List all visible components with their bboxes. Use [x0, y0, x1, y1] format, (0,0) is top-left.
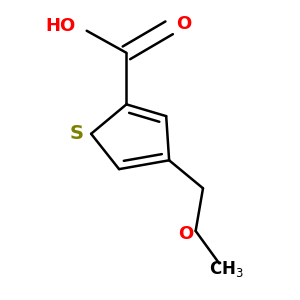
Text: O: O	[178, 225, 193, 243]
Text: S: S	[70, 124, 84, 143]
Text: O: O	[176, 15, 191, 33]
Text: HO: HO	[45, 17, 75, 35]
Text: CH$_3$: CH$_3$	[209, 259, 244, 279]
